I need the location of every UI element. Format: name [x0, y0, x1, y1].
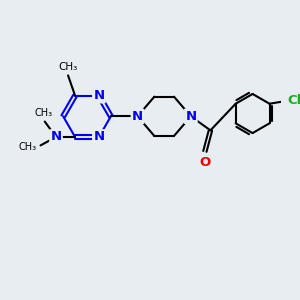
- Text: N: N: [132, 110, 143, 123]
- Text: N: N: [93, 130, 104, 143]
- Text: Cl: Cl: [288, 94, 300, 107]
- Text: CH₃: CH₃: [58, 62, 78, 72]
- Text: O: O: [199, 157, 211, 169]
- Text: N: N: [185, 110, 197, 123]
- Text: CH₃: CH₃: [18, 142, 36, 152]
- Text: N: N: [93, 89, 104, 102]
- Text: N: N: [50, 130, 62, 143]
- Text: CH₃: CH₃: [34, 108, 52, 118]
